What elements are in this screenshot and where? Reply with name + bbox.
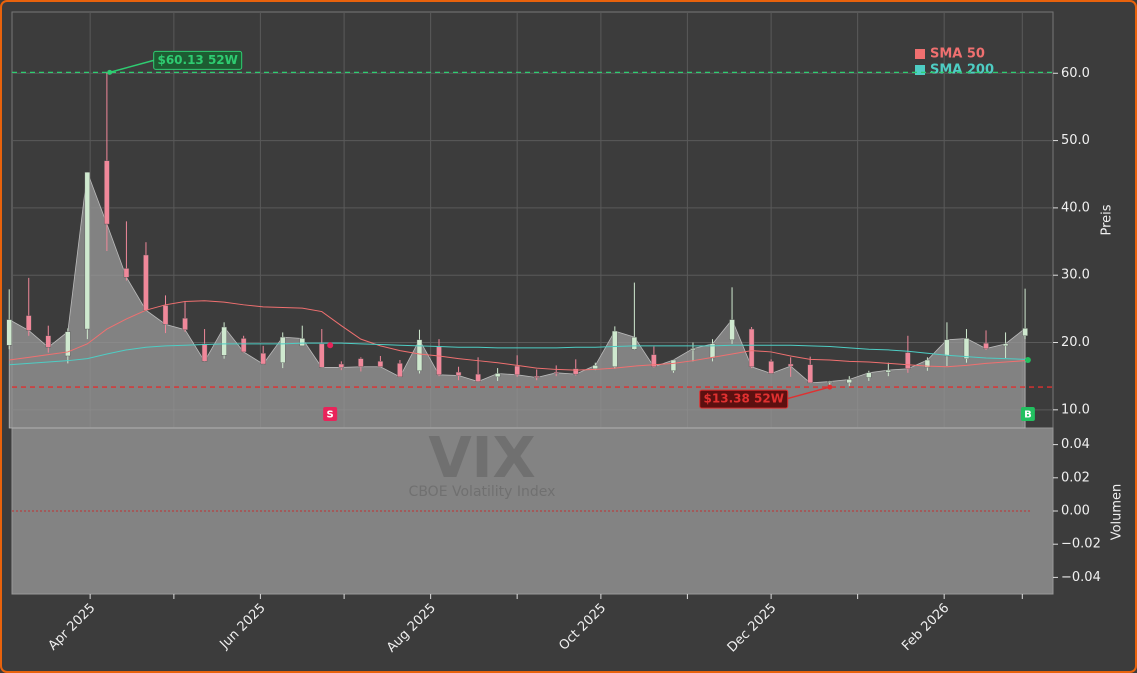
candle-body (827, 381, 833, 383)
y2-axis-label: Volumen (1110, 484, 1125, 541)
level-badge (153, 50, 243, 70)
candle-body (240, 338, 247, 353)
candle-body (201, 343, 208, 362)
candle-body (670, 359, 677, 371)
y2-tick-label: 0.00 (1061, 504, 1090, 519)
sma-line (9, 342, 1026, 366)
candle-body (475, 373, 481, 382)
y-tick-label: 10.0 (1061, 402, 1090, 417)
candle-body (182, 318, 188, 330)
level-label: $60.13 52W (157, 53, 237, 67)
candle-body (866, 372, 872, 378)
y-axis-label: Preis (1100, 204, 1115, 235)
signal-badge (1020, 407, 1035, 421)
candle-body (905, 352, 911, 369)
candle-body (631, 336, 638, 350)
candle-body (280, 336, 286, 363)
y-tick-label: 50.0 (1061, 133, 1090, 148)
candle-body (221, 326, 227, 356)
level-badge (699, 389, 789, 409)
legend-label: SMA 200 (930, 63, 994, 78)
candle-body (807, 364, 813, 384)
candle-body (963, 338, 970, 359)
sma-line (9, 300, 1026, 371)
y-tick-label: 20.0 (1061, 335, 1090, 350)
candle-body (84, 172, 91, 330)
candle-body (514, 365, 520, 376)
level-arrow (785, 386, 830, 400)
candle-body (455, 371, 462, 376)
candle-body (846, 379, 852, 384)
candle-body (1002, 343, 1009, 347)
candle-body (924, 359, 931, 368)
candle-body (260, 353, 266, 365)
candle-body (299, 338, 305, 347)
candle-body (1022, 328, 1028, 336)
y2-tick-label: −0.02 (1061, 537, 1101, 552)
y2-tick-label: −0.04 (1061, 570, 1101, 585)
signal-dot (1024, 357, 1031, 364)
candle-body (690, 348, 696, 351)
candle-body (612, 330, 618, 367)
candle-body (885, 369, 892, 373)
candle-body (768, 361, 774, 374)
level-arrow (109, 59, 154, 74)
candle-body (45, 335, 51, 348)
candle-body (983, 342, 989, 349)
candle-body (65, 331, 71, 357)
y2-tick-label: 0.04 (1061, 437, 1090, 452)
candle-body (651, 354, 657, 367)
legend-swatch (915, 65, 925, 75)
candle-body (436, 346, 442, 376)
watermark-symbol: VIX (428, 426, 535, 491)
y-tick-label: 40.0 (1061, 200, 1090, 215)
level-arrowhead (107, 69, 113, 75)
candle-body (397, 363, 403, 378)
signal-dot (327, 342, 334, 349)
candle-body (787, 363, 794, 367)
candle-body (6, 319, 12, 346)
candle-body (573, 368, 579, 375)
signal-label: B (1024, 410, 1032, 421)
candle-body (944, 339, 950, 357)
candle-body (319, 343, 325, 368)
candle-body (494, 373, 501, 378)
signal-label: S (327, 410, 334, 421)
candle-body (533, 375, 540, 378)
y-tick-label: 60.0 (1061, 66, 1090, 81)
watermark-name: CBOE Volatility Index (409, 484, 556, 500)
candle-body (592, 365, 598, 369)
y-tick-label: 30.0 (1061, 268, 1090, 283)
candle-body (338, 363, 345, 368)
legend-swatch (915, 49, 925, 59)
candle-body (104, 160, 110, 225)
candle-body (377, 361, 384, 367)
candle-body (729, 319, 735, 341)
candle-body (709, 343, 716, 359)
y2-tick-label: 0.02 (1061, 470, 1090, 485)
candle-body (553, 371, 559, 374)
candle-body (748, 328, 755, 367)
legend-label: SMA 50 (930, 47, 985, 62)
signal-badge (323, 407, 338, 421)
candle-body (358, 358, 364, 367)
level-label: $13.38 52W (704, 392, 784, 406)
candle-body (26, 315, 32, 331)
candle-body (416, 339, 423, 371)
candle-body (162, 305, 169, 325)
level-arrowhead (827, 384, 833, 390)
candle-body (123, 268, 130, 278)
candle-body (143, 254, 149, 311)
